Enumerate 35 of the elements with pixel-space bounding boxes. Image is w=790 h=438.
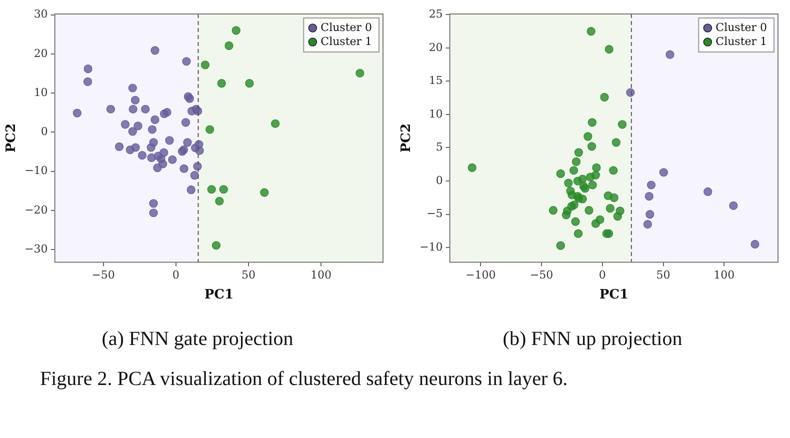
y-tick-label: −10 [24,164,48,178]
y-tick-label: 10 [34,86,48,99]
caption: Figure 2. PCA visualization of clustered safety neurons in layer 6. [40,367,569,392]
legend-label: Cluster 0 [320,20,372,34]
y-tick-label: 0 [436,174,443,187]
y-tick-label: 0 [40,125,48,138]
y-tick-label: 15 [428,74,443,88]
y-tick-label: −20 [24,203,48,216]
y-tick-label: −5 [426,207,443,220]
text: (a) FNN gate projection [100,328,294,351]
x-tick-label: −100 [466,268,496,282]
x-axis-title: PC1 [599,288,628,303]
x-tick-label: 0 [172,268,180,282]
x-tick-label: 100 [310,268,332,282]
x-tick-label: 0 [598,268,606,282]
y-axis-title: PC2 [399,124,414,153]
x-axis-title: PC1 [204,288,234,303]
y-axis-title: PC2 [4,124,20,153]
y-tick-label: 20 [34,46,48,60]
x-tick-label: 50 [656,268,670,282]
y-tick-label: −30 [24,242,48,256]
text: (b) FNN up projection [502,328,684,351]
y-tick-label: 25 [428,8,443,21]
legend-label: Cluster 0 [716,20,768,34]
y-tick-label: 20 [428,40,443,54]
x-tick-label: 100 [714,268,735,282]
y-tick-label: 5 [436,140,443,154]
legend-label: Cluster 1 [716,34,768,48]
y-tick-label: 10 [428,107,443,120]
x-tick-label: 50 [241,268,256,282]
x-tick-label: −50 [530,268,554,282]
y-tick-label: 30 [34,8,48,21]
x-tick-label: −50 [92,268,115,282]
legend-label: Cluster 1 [320,34,372,48]
y-tick-label: −10 [420,240,443,254]
